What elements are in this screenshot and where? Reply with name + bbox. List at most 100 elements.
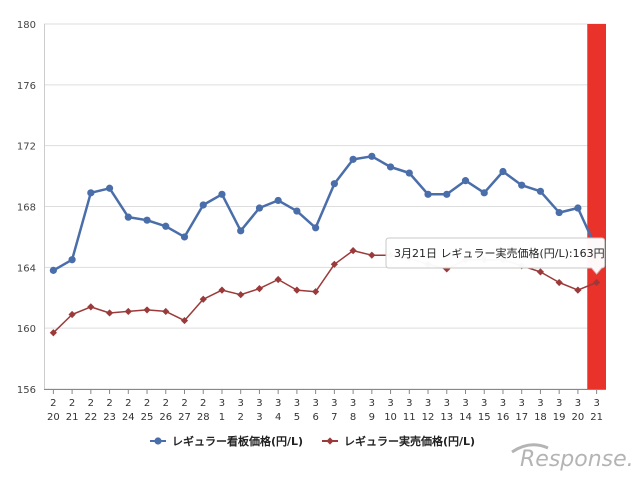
data-point [255,204,264,212]
x-tick-label-month: 3 [369,398,375,409]
data-point [255,285,264,293]
x-tick-label-day: 19 [553,412,566,423]
data-point [368,251,376,259]
x-tick-label-month: 3 [425,398,431,409]
x-tick-label-day: 1 [219,412,225,423]
x-tick-label-day: 23 [103,412,116,423]
data-point [162,222,170,230]
data-point [105,184,114,192]
legend: レギュラー看板価格(円/L) レギュラー実売価格(円/L) [150,434,475,448]
highlight-bar [587,24,606,389]
y-tick-label: 180 [17,20,36,31]
x-tick-label-day: 18 [534,412,547,423]
data-point [330,260,338,268]
data-point [293,207,301,215]
axes: 1561601641681721761802202212222232242252… [17,20,606,423]
x-tick-label-month: 3 [556,398,562,409]
x-tick-label-month: 2 [88,398,94,409]
x-tick-label-day: 3 [256,412,262,423]
x-tick-label-day: 14 [459,412,472,423]
x-tick-label-day: 12 [422,412,435,423]
tooltip: 3月21日 レギュラー実売価格(円/L):163円 [385,237,606,275]
x-tick-label-month: 3 [387,398,393,409]
x-tick-label-month: 3 [575,398,581,409]
x-tick-label-day: 4 [275,412,281,423]
x-tick-label-month: 3 [500,398,506,409]
x-tick-label-month: 3 [312,398,318,409]
data-point [405,169,413,177]
data-point [180,316,189,325]
legend-marker-0 [154,437,162,445]
x-tick-label-month: 3 [275,398,281,409]
y-tick-label: 156 [17,385,36,396]
data-point [593,278,601,287]
y-tick-label: 164 [17,263,36,274]
data-point [124,213,132,221]
data-point [218,190,226,198]
data-point [368,152,376,160]
data-point [68,256,76,264]
x-tick-label-month: 3 [238,398,244,409]
data-point [49,266,57,274]
data-point [386,163,395,171]
data-point [330,180,338,188]
legend-label-0: レギュラー看板価格(円/L) [172,434,303,448]
x-tick-label-month: 3 [537,398,543,409]
x-tick-label-month: 3 [256,398,262,409]
x-tick-label-month: 2 [106,398,112,409]
y-tick-label: 168 [17,203,36,214]
x-tick-label-month: 2 [144,398,150,409]
data-point [87,189,95,197]
data-point [349,247,357,255]
data-point [536,187,545,195]
data-point [574,286,582,294]
x-tick-label-month: 2 [181,398,187,409]
data-point [237,291,245,299]
data-point [499,167,507,176]
x-tick-label-day: 7 [331,412,337,423]
x-tick-label-day: 22 [84,412,97,423]
data-point [312,288,320,296]
legend-label-1: レギュラー実売価格(円/L) [344,434,475,448]
legend-marker-1 [326,437,334,445]
x-tick-label-day: 17 [515,412,528,423]
y-tick-label: 160 [17,324,36,335]
data-point [162,307,170,316]
x-tick-label-month: 3 [444,398,450,409]
x-tick-label-month: 2 [50,398,56,409]
data-point [143,306,151,314]
y-tick-label: 176 [17,81,36,92]
data-point [68,310,76,319]
x-tick-label-day: 6 [312,412,318,423]
watermark: Response. [511,443,634,472]
data-point [461,177,470,185]
x-tick-label-day: 21 [66,412,79,423]
tooltip-text: 3月21日 レギュラー実売価格(円/L):163円 [394,246,605,260]
x-tick-label-month: 2 [163,398,169,409]
x-tick-label-day: 9 [369,412,375,423]
x-tick-label-day: 24 [122,412,135,423]
x-tick-label-month: 3 [294,398,300,409]
data-point [180,233,189,241]
x-tick-label-month: 3 [350,398,356,409]
data-point [49,329,57,337]
data-point [480,189,488,197]
x-tick-label-month: 3 [406,398,412,409]
x-tick-label-month: 3 [519,398,525,409]
x-tick-label-month: 3 [219,398,225,409]
data-point [574,204,582,212]
data-point [536,268,545,276]
x-tick-label-day: 28 [197,412,210,423]
data-point [518,181,526,189]
highlight-bar-layer [587,24,606,389]
x-tick-label-month: 2 [125,398,131,409]
x-tick-label-day: 10 [384,412,397,423]
data-point [424,190,432,198]
data-point [274,196,282,205]
data-point [143,216,151,224]
x-tick-label-day: 25 [141,412,154,423]
data-point [199,295,207,303]
x-tick-label-day: 2 [238,412,244,423]
data-point [555,208,563,217]
